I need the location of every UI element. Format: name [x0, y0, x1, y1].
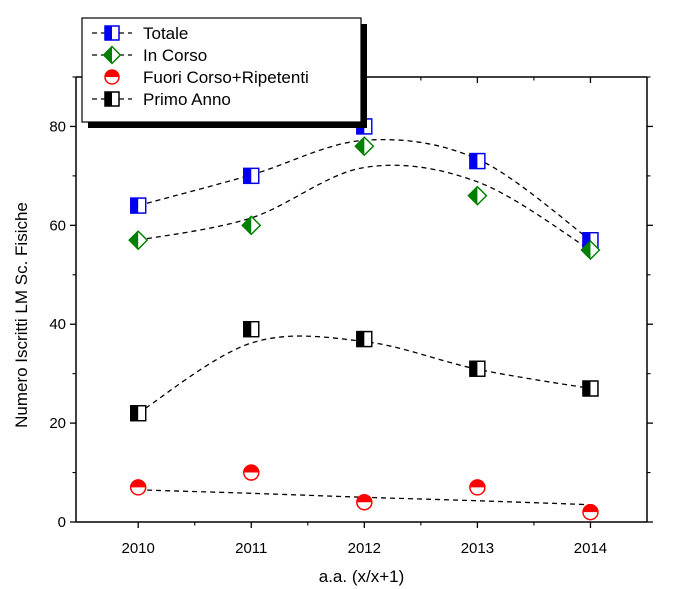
- x-tick-label: 2011: [235, 540, 267, 557]
- data-point: [582, 503, 599, 521]
- marker-border: [580, 240, 601, 260]
- marker-border: [469, 360, 486, 377]
- data-point: [243, 321, 260, 338]
- marker-fill: [469, 479, 485, 488]
- marker-fill: [129, 231, 139, 250]
- marker-border: [128, 230, 149, 251]
- marker-border: [469, 479, 486, 496]
- x-tick-label: 2014: [574, 540, 607, 557]
- marker-fill: [242, 216, 252, 235]
- marker-border: [582, 380, 599, 397]
- marker-fill: [581, 241, 591, 260]
- x-tick-label: 2012: [348, 540, 381, 557]
- marker-border: [243, 464, 260, 481]
- marker-border: [241, 215, 262, 236]
- marker-fill: [469, 361, 478, 377]
- legend-label: Totale: [143, 24, 188, 43]
- marker-fill: [355, 137, 365, 156]
- marker-border: [469, 152, 486, 170]
- marker-fill: [130, 198, 139, 214]
- marker-fill: [582, 381, 591, 396]
- marker-fill: [130, 479, 146, 488]
- data-point: [130, 405, 147, 422]
- data-point: [580, 240, 601, 260]
- x-tick-label: 2010: [122, 540, 155, 557]
- data-point: [356, 330, 373, 348]
- data-point: [128, 230, 149, 251]
- marker-fill: [582, 232, 591, 248]
- marker-border: [356, 330, 373, 348]
- legend-item: Fuori Corso+Ripetenti: [104, 68, 309, 87]
- marker-fill: [103, 46, 112, 64]
- data-point: [354, 136, 375, 157]
- y-axis-title: Numero Iscritti LM Sc. Fisiche: [12, 202, 31, 428]
- marker-fill: [582, 504, 598, 513]
- y-tick-label: 40: [49, 316, 66, 333]
- marker-border: [104, 91, 120, 107]
- marker-border: [243, 167, 260, 185]
- y-tick-label: 0: [58, 514, 66, 531]
- legend-items: Totale In Corso Fuori Corso+Ripetenti Primo…: [92, 24, 309, 109]
- data-point: [104, 25, 120, 41]
- marker-border: [467, 185, 488, 206]
- y-tick-label: 80: [49, 118, 66, 135]
- marker-border: [356, 494, 373, 511]
- marker-border: [130, 405, 147, 422]
- marker-border: [130, 197, 147, 214]
- fit-curve: [138, 164, 591, 251]
- fit-curves: [137, 138, 591, 506]
- marker-fill: [243, 168, 252, 184]
- data-point: [469, 360, 486, 377]
- data-point: [102, 45, 122, 65]
- legend: Totale In Corso Fuori Corso+Ripetenti Primo…: [81, 17, 367, 128]
- marker-fill: [105, 92, 112, 106]
- data-point: [582, 380, 599, 397]
- marker-fill: [105, 70, 119, 77]
- data-point: [469, 152, 486, 170]
- marker-border: [102, 45, 122, 65]
- y-tick-label: 20: [49, 415, 66, 432]
- marker-fill: [469, 153, 478, 169]
- marker-fill: [105, 26, 112, 40]
- marker-border: [354, 136, 375, 157]
- data-point: [104, 91, 120, 107]
- y-axis-ticks: 0 20 40 60 80: [49, 76, 653, 531]
- marker-fill: [243, 465, 259, 473]
- data-point: [130, 479, 147, 496]
- marker-fill: [130, 405, 139, 421]
- legend-label: In Corso: [143, 46, 207, 65]
- x-axis-title: a.a. (x/x+1): [319, 567, 405, 586]
- marker-border: [104, 69, 120, 85]
- data-point: [243, 464, 260, 481]
- legend-label: Fuori Corso+Ripetenti: [143, 68, 309, 87]
- data-point: [467, 185, 488, 206]
- data-point: [241, 215, 262, 236]
- x-tick-label: 2013: [461, 540, 494, 557]
- legend-item: Totale: [92, 24, 188, 43]
- marker-border: [104, 25, 120, 41]
- legend-item: Primo Anno: [92, 90, 231, 109]
- marker-border: [130, 479, 147, 496]
- fit-curve: [137, 335, 591, 414]
- marker-border: [243, 321, 260, 338]
- marker-border: [582, 503, 599, 521]
- data-point: [356, 494, 373, 511]
- data-point: [243, 167, 260, 185]
- marker-fill: [356, 331, 365, 347]
- data-point: [130, 197, 147, 214]
- marker-fill: [468, 186, 478, 205]
- legend-box: [81, 17, 362, 123]
- data-point: [104, 69, 120, 85]
- data-point: [469, 479, 486, 496]
- legend-label: Primo Anno: [143, 90, 231, 109]
- y-tick-label: 60: [49, 217, 66, 234]
- data-markers: [128, 118, 601, 521]
- marker-fill: [356, 494, 372, 503]
- legend-item: In Corso: [92, 45, 207, 65]
- marker-fill: [243, 321, 252, 337]
